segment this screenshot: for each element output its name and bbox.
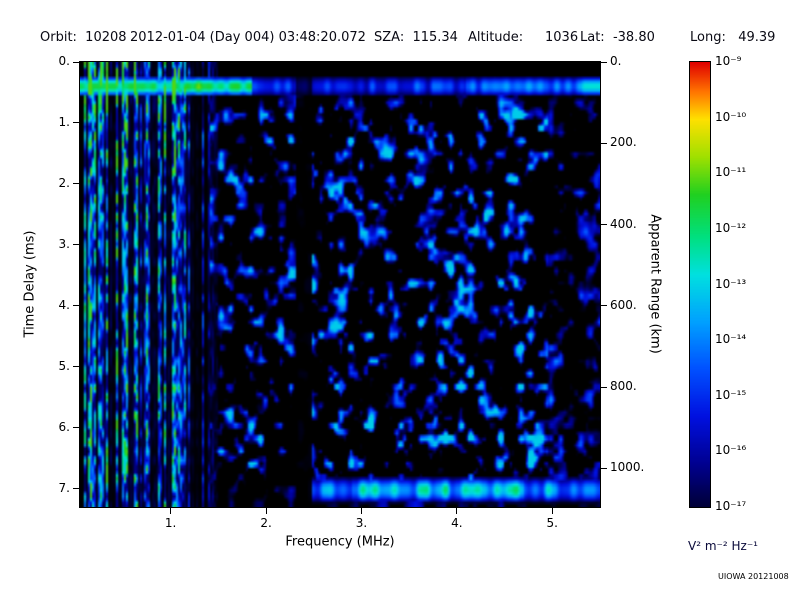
y2-tick (601, 305, 607, 307)
y-tick-label: 4. (58, 297, 70, 312)
y2-tick (601, 61, 607, 63)
y-tick-label: 5. (58, 358, 70, 373)
y-tick (73, 61, 79, 63)
datetime-value: 2012-01-04 (Day 004) 03:48:20.072 (130, 30, 366, 45)
colorbar (689, 61, 711, 508)
y-tick (73, 488, 79, 490)
colorbar-tick-label: 10⁻¹³ (715, 276, 747, 291)
colorbar-tick-label: 10⁻¹² (715, 220, 747, 235)
x-tick (170, 508, 172, 514)
x-tick (360, 508, 362, 514)
latitude-value: Lat: -38.80 (580, 30, 655, 45)
x-tick-label: 1. (164, 516, 177, 530)
colorbar-tick-label: 10⁻¹⁷ (715, 499, 747, 513)
colorbar-gradient (690, 62, 710, 507)
x-tick-label: 4. (451, 516, 463, 530)
y-tick (73, 305, 79, 307)
longitude-value: Long: 49.39 (690, 30, 776, 45)
y2-tick (601, 467, 607, 469)
altitude-label: Altitude: (468, 30, 524, 45)
colorbar-tick-label: 10⁻¹¹ (715, 165, 747, 180)
colorbar-tick-label: 10⁻⁹ (715, 54, 742, 68)
y2-tick-label: 800. (610, 379, 637, 394)
y2-tick-label: 1000. (610, 460, 645, 475)
y-tick-label: 3. (58, 236, 70, 251)
y2-tick-label: 0. (610, 54, 622, 68)
colorbar-tick-label: 10⁻¹⁵ (715, 387, 747, 402)
y-tick-label: 6. (58, 419, 70, 434)
y2-tick (601, 224, 607, 226)
x-tick (456, 508, 458, 514)
y-tick (73, 183, 79, 185)
y-tick (73, 366, 79, 368)
x-tick (551, 508, 553, 514)
y-tick-label: 1. (58, 114, 70, 129)
x-tick (265, 508, 267, 514)
y2-tick-label: 600. (610, 297, 637, 312)
colorbar-tick-label: 10⁻¹⁰ (715, 109, 747, 124)
colorbar-tick-label: 10⁻¹⁴ (715, 332, 747, 347)
spectrogram-plot-area (79, 61, 601, 508)
spectrogram-canvas (80, 62, 600, 507)
y-tick-label: 0. (58, 54, 70, 68)
x-tick-label: 2. (260, 516, 272, 530)
x-tick-label: 3. (355, 516, 368, 530)
y-tick (73, 122, 79, 124)
x-tick-label: 5. (546, 516, 558, 530)
y-tick-label: 7. (58, 480, 70, 495)
y-axis-title: Time Delay (ms) (22, 230, 38, 338)
y-tick (73, 427, 79, 429)
credit-text: UIOWA 20121008 (718, 572, 789, 581)
y-tick (73, 244, 79, 246)
y-tick-label: 2. (58, 175, 70, 190)
altitude-value: 1036 (545, 30, 579, 45)
colorbar-unit-label: V² m⁻² Hz⁻¹ (688, 539, 758, 553)
orbit-value: Orbit: 10208 (40, 30, 127, 45)
sza-value: SZA: 115.34 (374, 30, 458, 45)
y2-tick-label: 400. (610, 216, 637, 231)
y2-tick (601, 386, 607, 388)
x-axis-title: Frequency (MHz) (285, 534, 395, 550)
y2-tick (601, 142, 607, 144)
y2-axis-title: Apparent Range (km) (647, 214, 663, 354)
y2-tick-label: 200. (610, 135, 637, 150)
colorbar-tick-label: 10⁻¹⁶ (715, 443, 747, 458)
